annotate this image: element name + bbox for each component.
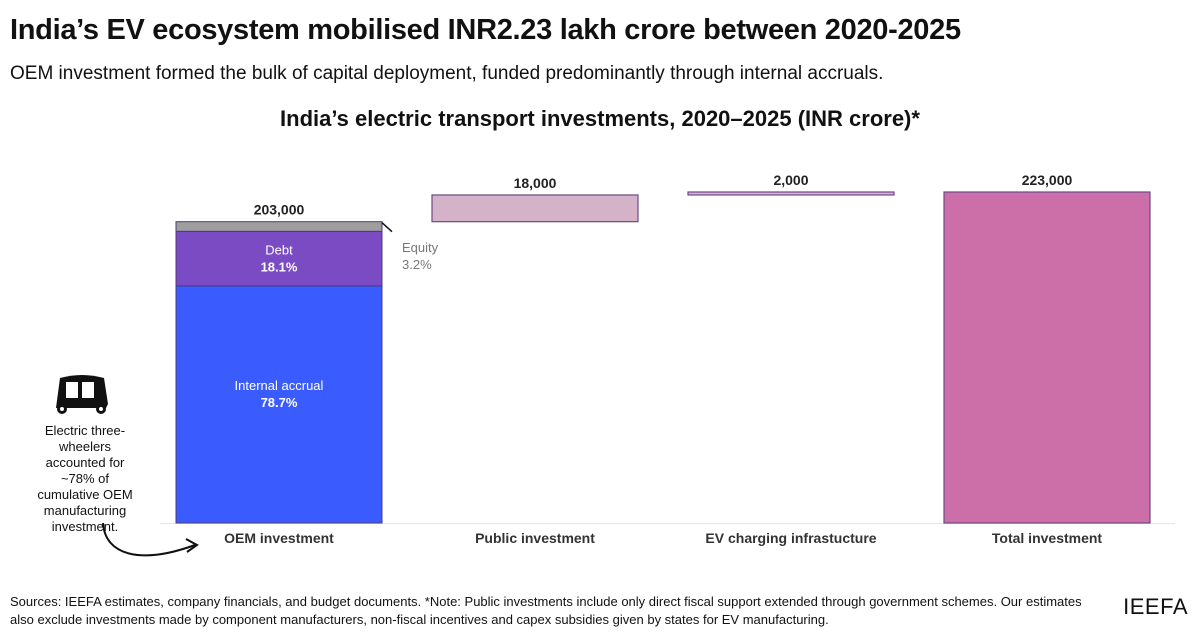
data-label: 18,000 [514, 175, 557, 191]
x-tick-label: OEM investment [224, 530, 334, 546]
bar-segment-equity [175, 221, 383, 232]
equity-leader-line [381, 222, 393, 233]
x-tick-label: Public investment [475, 530, 595, 546]
bar-public-investment [431, 194, 639, 223]
segment-name-label: Debt [265, 243, 293, 258]
segment-name-label: Internal accrual [235, 378, 324, 393]
bar-ev-charging-infrastucture [687, 191, 895, 196]
data-label: 203,000 [254, 202, 305, 218]
page-subtitle: OEM investment formed the bulk of capita… [10, 63, 884, 84]
segment-share-label: 3.2% [402, 257, 432, 272]
chart-title: India’s electric transport investments, … [280, 106, 920, 131]
page-title: India’s EV ecosystem mobilised INR2.23 l… [10, 14, 961, 46]
bar-total-investment [943, 191, 1151, 524]
ieefa-logo: IEEFA [1123, 594, 1188, 619]
data-label: 223,000 [1022, 172, 1073, 188]
segment-name-label: Equity [402, 240, 439, 255]
arrow-icon [102, 522, 196, 557]
auto-rickshaw-icon [56, 375, 108, 414]
segment-share-label: 18.1% [261, 260, 298, 275]
bar-segment-debt [175, 230, 383, 287]
segment-share-label: 78.7% [261, 395, 298, 410]
sources-note: Sources: IEEFA estimates, company financ… [10, 594, 1082, 627]
x-tick-label: Total investment [992, 530, 1103, 546]
annotation-note: Electric three-wheelers accounted for ~7… [37, 423, 133, 534]
x-tick-label: EV charging infrastucture [705, 530, 876, 546]
arrow-head-icon [185, 538, 199, 553]
data-label: 2,000 [773, 172, 808, 188]
